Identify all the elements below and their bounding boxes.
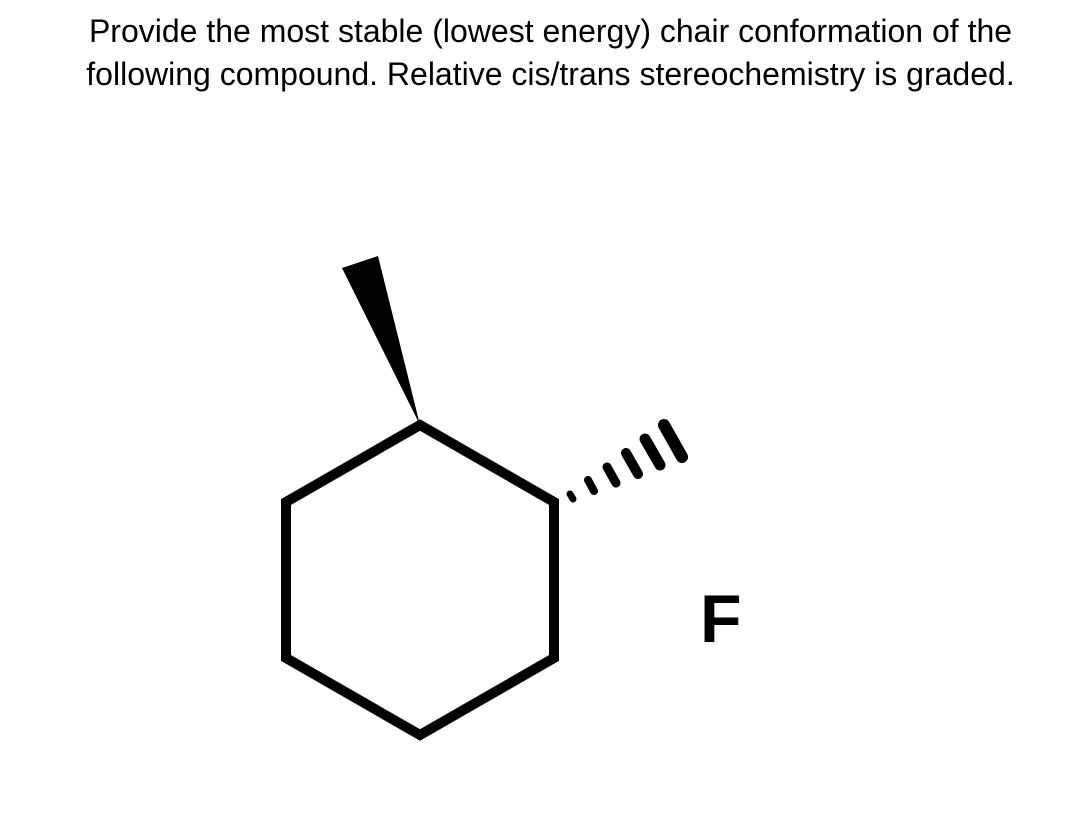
cyclohexane-structure [230,250,750,790]
page-container: Provide the most stable (lowest energy) … [0,0,1076,824]
cyclohexane-ring [286,425,554,735]
question-text: Provide the most stable (lowest energy) … [45,10,1056,96]
wedge-bond-methyl [342,256,420,425]
molecule-diagram: F [0,220,1076,800]
dash-bond-fluoro [570,425,682,499]
fluorine-label: F [700,580,742,658]
